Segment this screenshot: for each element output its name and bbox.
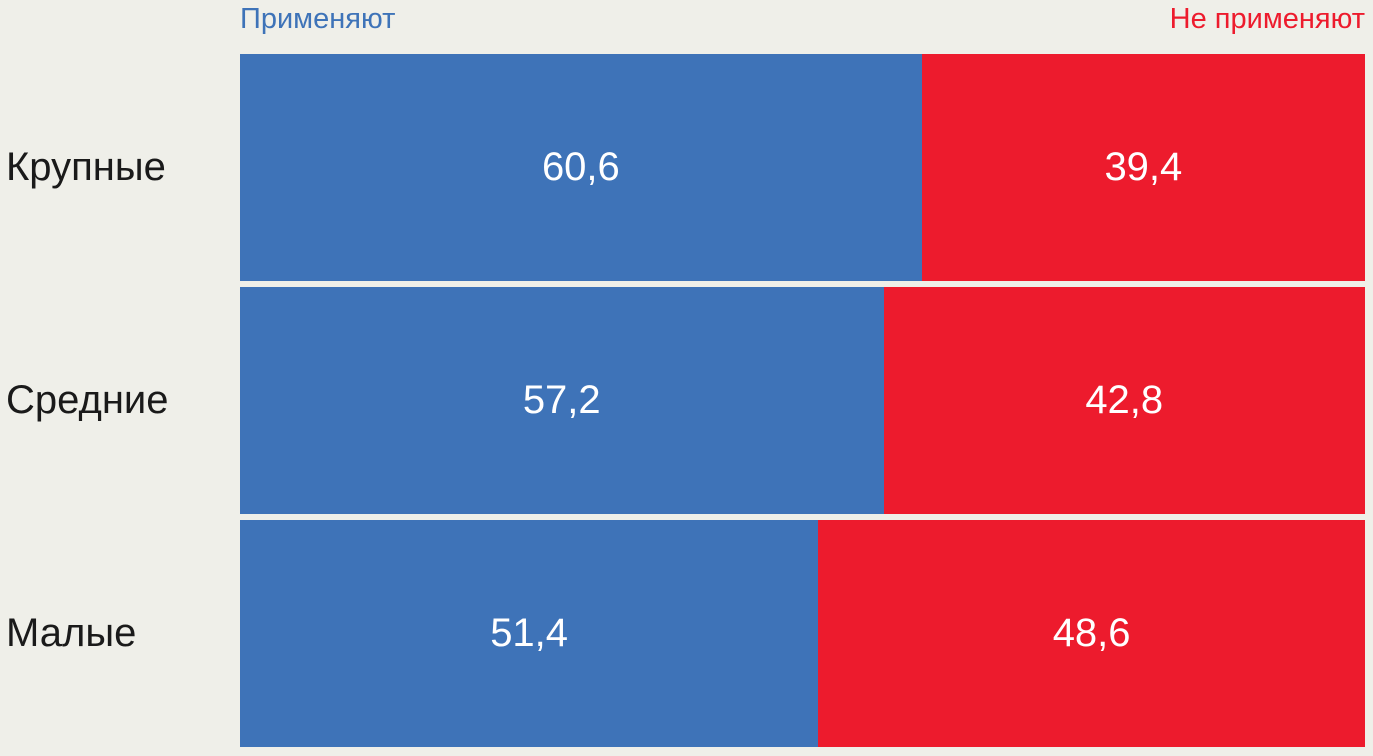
- value-label: 51,4: [490, 611, 569, 655]
- chart-legend: Применяют Не применяют: [240, 2, 1365, 54]
- category-label: Крупные: [6, 145, 166, 189]
- value-label: 57,2: [522, 378, 601, 422]
- value-label: 42,8: [1085, 378, 1164, 422]
- category-label: Малые: [6, 611, 137, 655]
- stacked-bar: 51,4 48,6: [240, 520, 1365, 747]
- bar-segment-not-applied: 39,4: [921, 54, 1365, 281]
- bar-segment-not-applied: 42,8: [883, 287, 1365, 514]
- bar-row: Малые 51,4 48,6: [0, 520, 1373, 747]
- stacked-bar: 57,2 42,8: [240, 287, 1365, 514]
- legend-item-not-applied: Не применяют: [1169, 3, 1365, 35]
- bar-rows: Крупные 60,6 39,4 Средние 57,2 42,8 Малые 51,4 4…: [0, 54, 1373, 747]
- bar-segment-applied: 60,6: [240, 54, 922, 281]
- category-label: Средние: [6, 378, 169, 422]
- bar-row: Средние 57,2 42,8: [0, 287, 1373, 514]
- value-label: 48,6: [1052, 611, 1131, 655]
- bar-segment-applied: 57,2: [240, 287, 884, 514]
- stacked-bar: 60,6 39,4: [240, 54, 1365, 281]
- bar-row: Крупные 60,6 39,4: [0, 54, 1373, 281]
- value-label: 60,6: [541, 145, 620, 189]
- bar-segment-not-applied: 48,6: [818, 520, 1365, 747]
- value-label: 39,4: [1104, 145, 1183, 189]
- bar-segment-applied: 51,4: [240, 520, 819, 747]
- legend-item-applied: Применяют: [240, 3, 396, 35]
